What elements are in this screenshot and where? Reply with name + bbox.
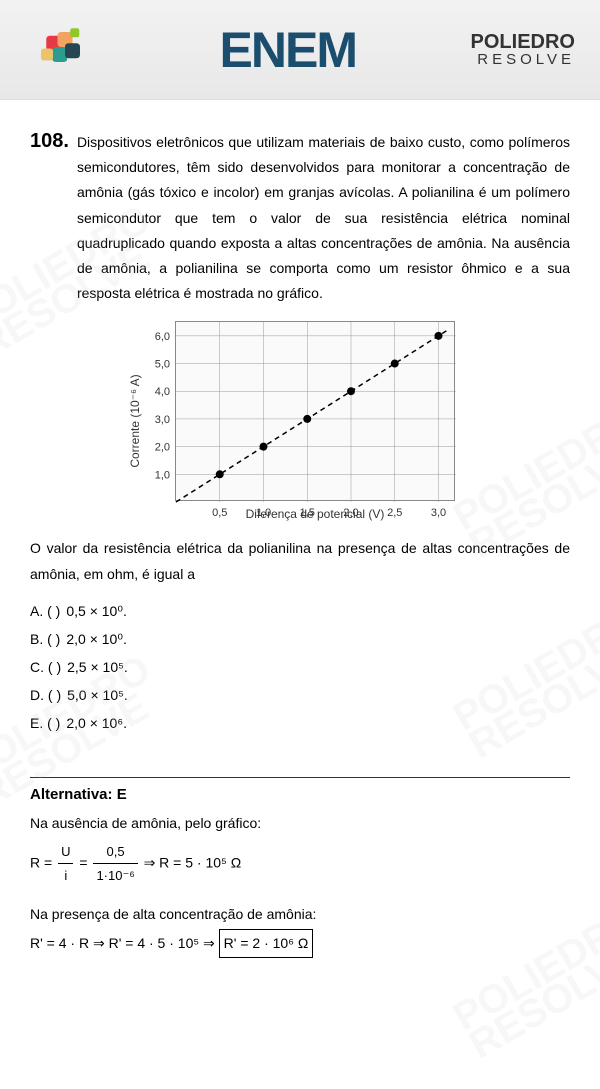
question-text: Dispositivos eletrônicos que utilizam ma… bbox=[77, 130, 570, 306]
answer-line-1: Na ausência de amônia, pelo gráfico: bbox=[30, 811, 570, 836]
answer-body: Na ausência de amônia, pelo gráfico: R =… bbox=[30, 811, 570, 958]
poliedro-puzzle-logo bbox=[25, 17, 105, 82]
chart-plot-area: 0,51,01,52,02,53,01,02,03,04,05,06,0 bbox=[175, 321, 455, 501]
frac-den: 1·10⁻⁶ bbox=[93, 864, 137, 887]
chart-container: Corrente (10⁻⁶ A) 0,51,01,52,02,53,01,02… bbox=[30, 321, 570, 521]
question-followup: O valor da resistência elétrica da polia… bbox=[30, 536, 570, 586]
eq2-part: R' = 4 · R ⇒ R' = 4 · 5 · 10⁵ ⇒ bbox=[30, 935, 215, 951]
svg-text:2,5: 2,5 bbox=[387, 507, 402, 519]
question-content: POLIEDRORESOLVE POLIEDRORESOLVE POLIEDRO… bbox=[0, 100, 600, 757]
svg-text:2,0: 2,0 bbox=[155, 442, 170, 454]
eq2-boxed-result: R' = 2 · 10⁶ Ω bbox=[219, 929, 314, 958]
svg-text:1,5: 1,5 bbox=[300, 507, 315, 519]
option-label: E. ( ) bbox=[30, 709, 60, 737]
answer-line-2: Na presença de alta concentração de amôn… bbox=[30, 902, 570, 927]
chart-ylabel: Corrente (10⁻⁶ A) bbox=[128, 375, 142, 468]
option-a[interactable]: A. ( ) 0,5 × 10⁰. bbox=[30, 597, 570, 625]
fraction-2: 0,5 1·10⁻⁶ bbox=[93, 840, 137, 888]
option-text: 0,5 × 10⁰. bbox=[66, 597, 127, 625]
option-text: 2,0 × 10⁶. bbox=[66, 709, 127, 737]
answer-options: A. ( ) 0,5 × 10⁰. B. ( ) 2,0 × 10⁰. C. (… bbox=[30, 597, 570, 737]
option-b[interactable]: B. ( ) 2,0 × 10⁰. bbox=[30, 625, 570, 653]
brand-line-1: POLIEDRO bbox=[471, 32, 575, 52]
option-label: B. ( ) bbox=[30, 625, 60, 653]
answer-title: Alternativa: E bbox=[30, 786, 570, 803]
frac-num: U bbox=[58, 840, 73, 864]
option-text: 2,0 × 10⁰. bbox=[66, 625, 127, 653]
svg-text:0,5: 0,5 bbox=[212, 507, 227, 519]
svg-text:4,0: 4,0 bbox=[155, 387, 170, 399]
answer-equation-2: R' = 4 · R ⇒ R' = 4 · 5 · 10⁵ ⇒ R' = 2 ·… bbox=[30, 929, 570, 958]
eq-result: ⇒ R = 5 · 10⁵ Ω bbox=[144, 854, 242, 870]
answer-section: Alternativa: E Na ausência de amônia, pe… bbox=[30, 777, 570, 958]
svg-text:6,0: 6,0 bbox=[155, 331, 170, 343]
poliedro-resolve-logo: POLIEDRO RESOLVE bbox=[471, 32, 575, 67]
svg-text:3,0: 3,0 bbox=[431, 507, 446, 519]
option-d[interactable]: D. ( ) 5,0 × 10⁵. bbox=[30, 681, 570, 709]
question-block: 108. Dispositivos eletrônicos que utiliz… bbox=[30, 130, 570, 306]
option-text: 5,0 × 10⁵. bbox=[67, 681, 128, 709]
eq-lhs: R = bbox=[30, 854, 52, 870]
option-label: C. ( ) bbox=[30, 653, 61, 681]
svg-text:1,0: 1,0 bbox=[256, 507, 271, 519]
svg-text:5,0: 5,0 bbox=[155, 359, 170, 371]
svg-text:2,0: 2,0 bbox=[343, 507, 358, 519]
svg-text:1,0: 1,0 bbox=[155, 470, 170, 482]
enem-logo: ENEM bbox=[220, 21, 356, 79]
option-c[interactable]: C. ( ) 2,5 × 10⁵. bbox=[30, 653, 570, 681]
fraction-1: U i bbox=[58, 840, 73, 888]
frac-num: 0,5 bbox=[93, 840, 137, 864]
option-e[interactable]: E. ( ) 2,0 × 10⁶. bbox=[30, 709, 570, 737]
option-text: 2,5 × 10⁵. bbox=[67, 653, 128, 681]
frac-den: i bbox=[58, 864, 73, 887]
question-number: 108. bbox=[30, 130, 69, 306]
page-header: ENEM POLIEDRO RESOLVE bbox=[0, 0, 600, 100]
eq-sign: = bbox=[79, 854, 87, 870]
answer-equation-1: R = U i = 0,5 1·10⁻⁶ ⇒ R = 5 · 10⁵ Ω bbox=[30, 840, 570, 888]
brand-line-2: RESOLVE bbox=[471, 52, 575, 67]
svg-text:3,0: 3,0 bbox=[155, 414, 170, 426]
option-label: A. ( ) bbox=[30, 597, 60, 625]
option-label: D. ( ) bbox=[30, 681, 61, 709]
